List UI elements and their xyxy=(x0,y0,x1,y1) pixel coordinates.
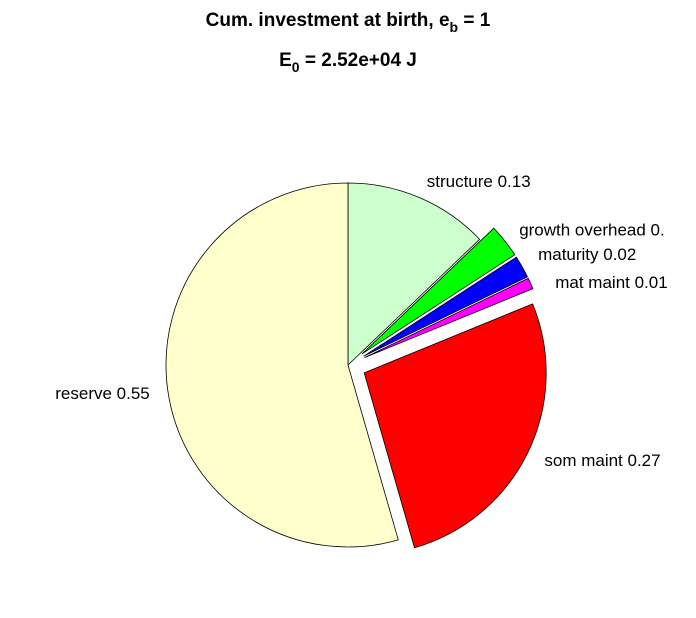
pie-slice xyxy=(364,277,534,359)
pie-slice xyxy=(165,182,399,548)
title-subscript: b xyxy=(450,19,459,35)
chart-subtitle: E0 = 2.52e+04 J xyxy=(279,50,417,75)
slice-label: mat maint 0.01 xyxy=(555,273,667,292)
pie-slice xyxy=(363,256,529,357)
slice-label: growth overhead 0. xyxy=(519,221,665,240)
slice-label: structure 0.13 xyxy=(427,172,531,191)
title-text: Cum. investment at birth, e xyxy=(206,10,450,31)
title-text: = 1 xyxy=(458,10,491,31)
slice-label: reserve 0.55 xyxy=(55,384,150,403)
slice-label: maturity 0.02 xyxy=(538,245,636,264)
pie-slice xyxy=(361,227,516,355)
subtitle-text: = 2.52e+04 J xyxy=(300,50,417,71)
pie-slice xyxy=(363,303,547,549)
slice-label: som maint 0.27 xyxy=(544,451,660,470)
pie-slice xyxy=(347,182,481,366)
chart-title: Cum. investment at birth, eb = 1 xyxy=(206,10,491,35)
subtitle-subscript: 0 xyxy=(292,59,300,75)
subtitle-text: E xyxy=(279,50,292,71)
